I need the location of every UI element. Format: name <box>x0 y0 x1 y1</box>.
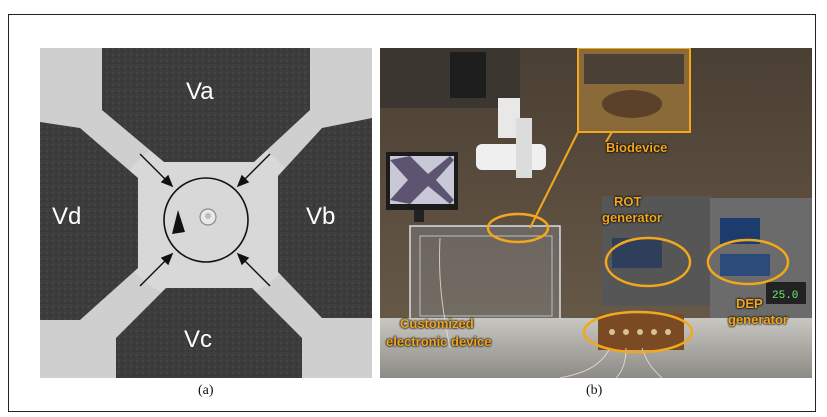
lab-setup-photo: 25.0 <box>380 48 812 378</box>
customized-device-label-line2: electronic device <box>386 334 492 349</box>
rotation-arrowhead <box>172 210 185 234</box>
electrode-va <box>102 48 310 162</box>
biodevice-ellipse <box>486 212 550 244</box>
dep-generator-ellipse <box>706 238 790 286</box>
rotation-chamber-circle <box>163 177 249 263</box>
dep-generator-label-line1: DEP <box>736 296 763 311</box>
rot-generator-ellipse <box>604 236 692 288</box>
lab-setup-drawing: 25.0 <box>380 48 812 378</box>
field-arrows <box>139 153 271 287</box>
electrode-vb-label: Vb <box>306 203 336 230</box>
customized-device-label-line1: Customized <box>400 316 474 331</box>
electrode-vd-label: Vd <box>52 203 82 230</box>
panel-b-caption: (b) <box>586 383 603 398</box>
dep-generator-label-line2: generator <box>728 312 788 327</box>
panel-a-caption: (a) <box>198 383 214 398</box>
rot-generator-label-line1: ROT <box>614 194 642 209</box>
customized-device-ellipse <box>582 310 694 354</box>
microscope <box>498 98 520 138</box>
annotation-connectors <box>529 131 613 229</box>
enclosure <box>409 225 561 325</box>
electrode-vb <box>278 118 372 318</box>
electrode-micrograph-drawing <box>40 48 372 378</box>
electrode-va-label: Va <box>186 78 214 105</box>
svg-text:25.0: 25.0 <box>772 290 798 302</box>
rot-generator-label-line2: generator <box>602 210 662 225</box>
biodevice-label: Biodevice <box>606 140 668 155</box>
electrode-vc-label: Vc <box>184 326 213 353</box>
bench <box>380 318 812 378</box>
electrode-vd <box>40 122 138 320</box>
annotation-ellipses <box>486 212 790 354</box>
electrode-vc <box>116 288 302 378</box>
electrode-micrograph: Va Vb Vc Vd <box>40 48 372 378</box>
